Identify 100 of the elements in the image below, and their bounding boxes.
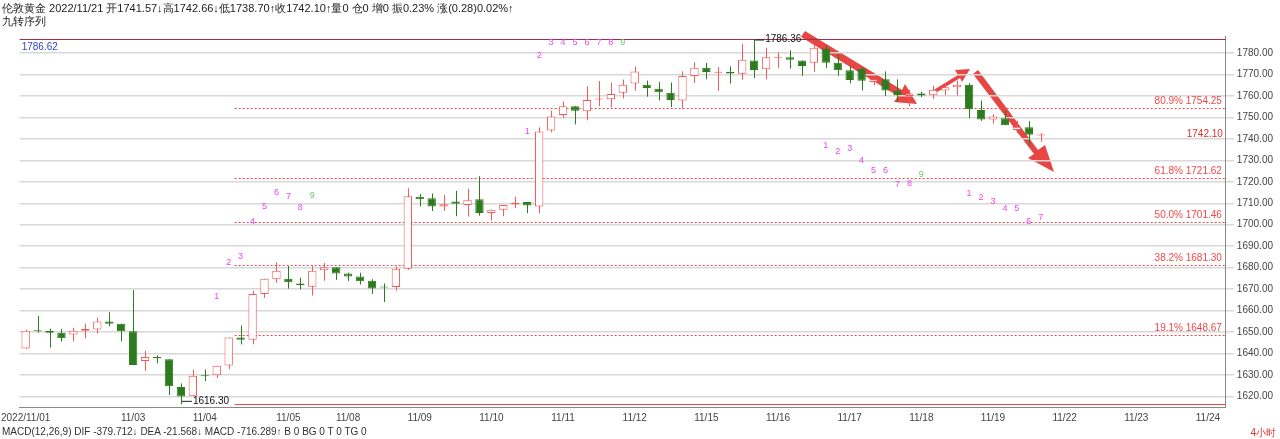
annotation: 4 bbox=[560, 36, 566, 47]
annotation: 6 bbox=[584, 36, 590, 47]
x-tick-label: 11/16 bbox=[765, 411, 791, 423]
text: MACD(12,26,9) DIF -379.712↓ DEA -21.568↓ MACD -716.289↑ B 0 BG 0 T 0 TG 0 bbox=[2, 426, 367, 437]
annotation: 1616.30 bbox=[192, 394, 230, 406]
y-tick-label: 1670.00 bbox=[1236, 282, 1274, 294]
candlestick bbox=[881, 70, 890, 97]
x-tick-label: 2022/11/01 bbox=[1, 411, 51, 423]
candlestick bbox=[140, 350, 150, 372]
annotation: 7 bbox=[285, 190, 291, 201]
y-tick-label: 1630.00 bbox=[1236, 368, 1274, 380]
x-tick-label: 11/08 bbox=[335, 411, 361, 423]
annotation: 7 bbox=[596, 36, 602, 47]
annotation: 1 bbox=[823, 139, 829, 150]
annotation: 5 bbox=[261, 201, 268, 212]
annotation: 6 bbox=[273, 187, 279, 198]
annotation: 3 bbox=[238, 250, 244, 261]
annotation: 6 bbox=[882, 165, 889, 176]
candlestick bbox=[391, 266, 401, 292]
candlestick bbox=[272, 261, 281, 284]
annotation: 8 bbox=[297, 202, 303, 213]
x-tick-label: 11/11 bbox=[551, 411, 576, 423]
annotation: 2 bbox=[835, 146, 841, 157]
annotation: 9 bbox=[309, 189, 315, 200]
y-tick-label: 1690.00 bbox=[1236, 239, 1274, 251]
annotation: 4 bbox=[859, 154, 865, 165]
y-tick-label: 1750.00 bbox=[1236, 111, 1274, 123]
annotation: 1 bbox=[214, 291, 220, 302]
annotation: 7 bbox=[1038, 211, 1044, 222]
annotation: 5 bbox=[871, 165, 877, 176]
annotation: 9 bbox=[620, 36, 626, 47]
ref-line-label: 50.0% 1701.46 bbox=[1154, 209, 1223, 221]
candlestick bbox=[463, 188, 472, 218]
x-tick-label: 11/23 bbox=[1124, 411, 1149, 423]
annotation: 8 bbox=[906, 177, 912, 188]
annotation: 6 bbox=[1026, 216, 1032, 227]
candlestick bbox=[738, 43, 747, 81]
y-tick-label: 1730.00 bbox=[1236, 154, 1274, 166]
x-tick-label: 11/04 bbox=[192, 411, 218, 423]
y-tick-label: 1770.00 bbox=[1236, 68, 1274, 80]
x-tick-label: 11/19 bbox=[980, 411, 1006, 423]
y-tick-label: 1640.00 bbox=[1236, 347, 1274, 359]
annotation: 2 bbox=[226, 257, 232, 268]
y-tick-label: 1720.00 bbox=[1236, 175, 1274, 187]
y-tick-label: 1760.00 bbox=[1236, 89, 1274, 101]
annotation: 3 bbox=[548, 36, 554, 47]
candlestick bbox=[785, 49, 795, 70]
ref-line-label: 61.8% 1721.62 bbox=[1154, 165, 1223, 177]
annotation: 3 bbox=[990, 195, 996, 206]
candlestick bbox=[893, 78, 902, 103]
annotation: 2 bbox=[536, 49, 542, 60]
candlestick bbox=[21, 329, 30, 350]
candlestick bbox=[821, 45, 830, 69]
annotation: 1 bbox=[524, 125, 530, 136]
annotation: 4 bbox=[250, 216, 256, 227]
candlestick bbox=[749, 39, 759, 79]
x-tick-label: 11/15 bbox=[694, 411, 719, 423]
annotation: 1 bbox=[966, 188, 972, 199]
x-tick-label: 11/10 bbox=[479, 411, 504, 423]
annotation: 7 bbox=[894, 178, 900, 189]
y-tick-label: 1650.00 bbox=[1236, 325, 1274, 337]
annotation: 8 bbox=[608, 36, 614, 47]
candlestick bbox=[1024, 120, 1033, 147]
chart-subtitle: 九转序列 bbox=[2, 14, 46, 29]
x-tick-label: 11/18 bbox=[909, 411, 934, 423]
annotation: 9 bbox=[918, 169, 924, 180]
y-tick-label: 1780.00 bbox=[1236, 46, 1274, 58]
x-tick-label: 11/12 bbox=[622, 411, 648, 423]
y-tick-label: 1700.00 bbox=[1236, 218, 1274, 230]
candlestick bbox=[188, 369, 198, 397]
x-tick-label: 11/09 bbox=[407, 411, 433, 423]
annotation: 5 bbox=[572, 36, 578, 47]
candlestick bbox=[606, 82, 616, 108]
candlestick bbox=[964, 82, 974, 119]
ref-line-label: 80.9% 1754.25 bbox=[1154, 95, 1223, 107]
annotation: 5 bbox=[1014, 203, 1020, 214]
candlestick bbox=[308, 264, 317, 296]
x-tick-label: 11/17 bbox=[837, 411, 863, 423]
annotation: 3 bbox=[847, 142, 853, 153]
ref-line-label: 1786.62 bbox=[21, 41, 59, 53]
x-tick-label: 11/22 bbox=[1052, 411, 1078, 423]
candlestick bbox=[678, 70, 687, 109]
annotation: 1742.10 bbox=[1186, 127, 1224, 139]
candlestick bbox=[666, 82, 675, 108]
text: 4小时 bbox=[1250, 426, 1276, 439]
y-tick-label: 1620.00 bbox=[1236, 390, 1274, 402]
x-tick-label: 11/24 bbox=[1195, 411, 1221, 423]
annotation: 4 bbox=[1002, 203, 1008, 214]
candlestick bbox=[809, 44, 819, 73]
y-tick-label: 1710.00 bbox=[1236, 197, 1274, 209]
ref-line-label: 38.2% 1681.30 bbox=[1154, 252, 1223, 264]
candlestick bbox=[475, 175, 484, 217]
y-tick-label: 1680.00 bbox=[1236, 261, 1274, 273]
chart-title: 伦敦黄金 2022/11/21 开1741.57↓高1742.66↓低1738.70↑收1742.10↑量0 仓0 增0 振0.23% 涨(0.28)0.02%↑ bbox=[2, 1, 514, 16]
annotation: 2 bbox=[978, 191, 984, 202]
y-tick-label: 1660.00 bbox=[1236, 304, 1274, 316]
x-tick-label: 11/05 bbox=[276, 411, 301, 423]
candlestick bbox=[546, 110, 556, 133]
x-tick-label: 11/03 bbox=[120, 411, 146, 423]
y-tick-label: 1740.00 bbox=[1236, 132, 1274, 144]
